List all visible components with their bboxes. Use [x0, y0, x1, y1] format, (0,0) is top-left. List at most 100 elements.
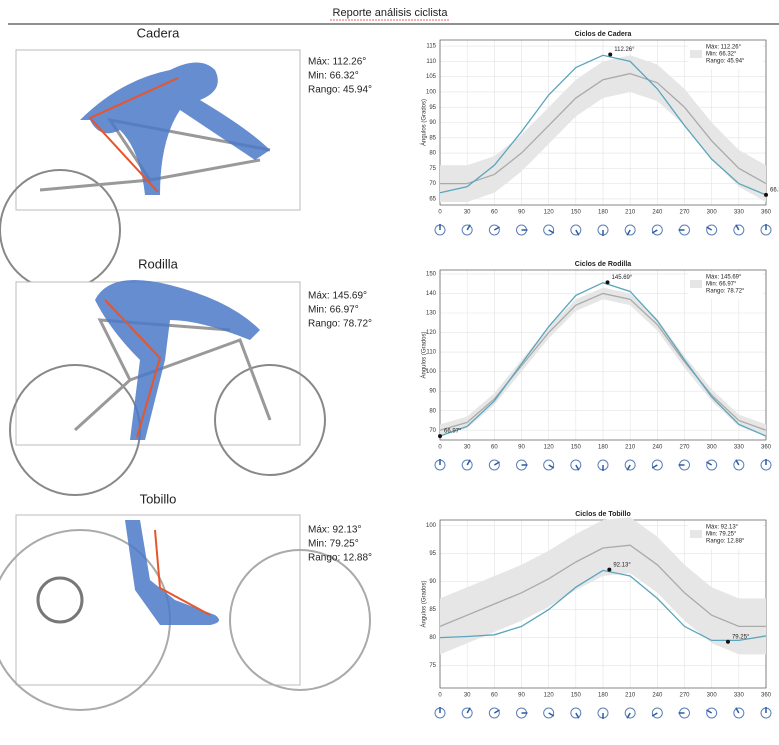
pedal-icon: [598, 460, 608, 471]
y-tick-label: 85: [429, 607, 436, 613]
pedal-icon: [489, 708, 499, 718]
stat-text: Min: 66.32°: [308, 71, 359, 82]
pedal-icon: [734, 225, 744, 235]
pedal-icon: [462, 225, 472, 235]
x-tick-label: 0: [438, 445, 442, 451]
pedal-icon: [625, 708, 635, 718]
x-tick-label: 60: [491, 445, 498, 451]
pedal-icon: [462, 460, 472, 470]
section-label: Tobillo: [140, 491, 177, 506]
stat-text: Rango: 12.88°: [308, 553, 372, 564]
y-tick-label: 80: [429, 408, 436, 414]
x-tick-label: 90: [518, 693, 525, 699]
x-tick-label: 30: [464, 210, 471, 216]
annotation-text: 92.13°: [613, 562, 631, 568]
legend-text: Máx: 112.26°: [706, 45, 742, 51]
annotation-point: [607, 568, 611, 572]
annotation-text: 145.69°: [612, 275, 633, 281]
x-tick-label: 180: [598, 210, 609, 216]
pedal-icon: [489, 460, 499, 470]
stat-text: Min: 79.25°: [308, 539, 359, 550]
x-tick-label: 270: [679, 445, 690, 451]
y-tick-label: 115: [426, 44, 436, 50]
annotation-point: [438, 434, 442, 438]
stat-text: Min: 66.97°: [308, 305, 359, 316]
pedal-icon: [625, 225, 635, 235]
x-tick-label: 210: [625, 210, 636, 216]
x-tick-label: 330: [734, 210, 745, 216]
pedal-icon: [517, 708, 528, 718]
chart-title: Ciclos de Rodilla: [575, 261, 632, 268]
x-tick-label: 0: [438, 693, 442, 699]
y-tick-label: 100: [426, 90, 437, 96]
page: {"title":"Reporte análisis ciclista", "s…: [0, 0, 779, 745]
y-tick-label: 80: [429, 635, 436, 641]
y-tick-label: 105: [426, 74, 437, 80]
x-tick-label: 150: [571, 693, 582, 699]
x-tick-label: 360: [761, 693, 772, 699]
x-tick-label: 60: [491, 210, 498, 216]
x-tick-label: 90: [518, 210, 525, 216]
chart-title: Ciclos de Cadera: [575, 31, 632, 38]
pedal-icon: [489, 225, 499, 235]
pedal-icon: [761, 224, 771, 235]
pedal-icon: [571, 225, 581, 235]
legend-text: Máx: 92.13°: [706, 525, 739, 531]
y-tick-label: 100: [426, 369, 437, 375]
y-tick-label: 90: [429, 120, 436, 126]
legend-text: Rango: 45.94°: [706, 59, 745, 65]
pedal-icon: [435, 707, 445, 718]
annotation-text: 66.3: [770, 187, 779, 193]
x-tick-label: 210: [625, 693, 636, 699]
x-tick-label: 330: [734, 445, 745, 451]
x-tick-label: 180: [598, 445, 609, 451]
legend-swatch: [690, 50, 702, 58]
x-tick-label: 30: [464, 445, 471, 451]
x-tick-label: 300: [707, 693, 718, 699]
pedal-icon: [679, 708, 690, 718]
stat-text: Rango: 78.72°: [308, 319, 372, 330]
pedal-icon: [517, 225, 528, 235]
y-tick-label: 95: [429, 551, 436, 557]
y-tick-label: 150: [426, 271, 437, 277]
pedal-icon: [517, 460, 528, 470]
x-tick-label: 300: [707, 445, 718, 451]
y-tick-label: 110: [426, 350, 436, 356]
pedal-icon: [625, 460, 635, 470]
x-tick-label: 240: [652, 210, 663, 216]
x-tick-label: 210: [625, 445, 636, 451]
stat-text: Máx: 145.69°: [308, 291, 367, 302]
x-tick-label: 120: [544, 210, 555, 216]
annotation-point: [764, 193, 768, 197]
pedal-icon: [544, 225, 554, 235]
annotation-point: [726, 640, 730, 644]
y-tick-label: 110: [426, 59, 436, 65]
stat-text: Rango: 45.94°: [308, 85, 372, 96]
pedal-icon: [544, 708, 554, 718]
x-tick-label: 300: [707, 210, 718, 216]
x-tick-label: 120: [544, 693, 555, 699]
pedal-icon: [734, 708, 744, 718]
legend-text: Min: 79.25°: [706, 532, 737, 538]
legend-text: Máx: 145.69°: [706, 275, 742, 281]
pedal-icon: [462, 708, 472, 718]
x-tick-label: 270: [679, 693, 690, 699]
legend-text: Min: 66.32°: [706, 52, 737, 58]
y-tick-label: 70: [429, 181, 436, 187]
x-tick-label: 330: [734, 693, 745, 699]
y-tick-label: 120: [426, 330, 437, 336]
legend-text: Min: 66.97°: [706, 282, 737, 288]
annotation-point: [608, 52, 612, 56]
pedal-icon: [571, 460, 581, 470]
y-tick-label: 80: [429, 151, 436, 157]
stat-text: Máx: 112.26°: [308, 57, 366, 68]
x-tick-label: 0: [438, 210, 442, 216]
y-tick-label: 85: [429, 135, 436, 141]
x-tick-label: 240: [652, 693, 663, 699]
section-label: Cadera: [137, 25, 180, 40]
pedal-icon: [571, 708, 581, 718]
pedal-icon: [652, 460, 662, 470]
pedal-icon: [679, 225, 690, 235]
pedal-icon: [652, 225, 662, 235]
pedal-icon: [598, 708, 608, 719]
